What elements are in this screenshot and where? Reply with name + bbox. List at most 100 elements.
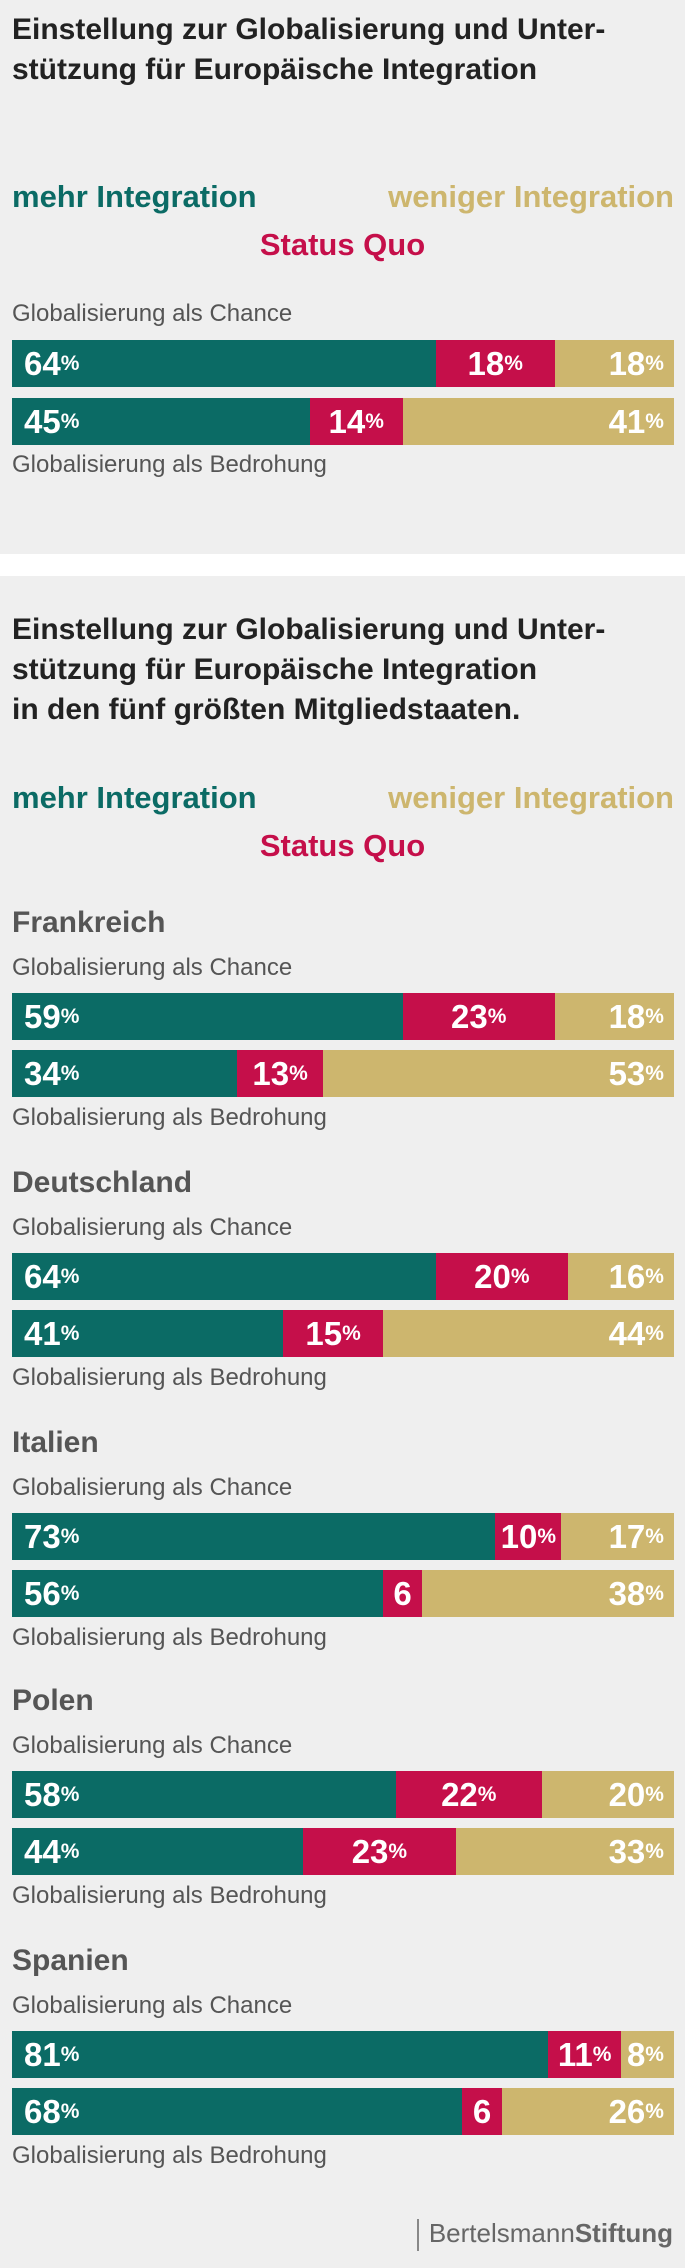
deutschland-chance-bar-status-quo-segment: 20% [435,1253,569,1300]
frankreich-chance-bar-more-integration-segment: 59% [12,993,403,1040]
value-label: 53 [608,1054,646,1092]
frankreich-threat-label: Globalisierung als Bedrohung [12,1104,327,1131]
footer-separator [416,2219,419,2252]
percent-sign: % [60,2099,80,2123]
percent-sign: % [365,409,384,433]
value-label: 11 [557,2035,593,2073]
percent-sign: % [645,1321,664,1345]
spanien-chance-label: Globalisierung als Chance [12,1992,293,2019]
chart1-chance-bar-less-integration-segment: 18% [554,340,674,387]
deutschland-chance-bar: 64% 20% 16% [12,1253,674,1300]
italien-threat-label: Globalisierung als Bedrohung [12,1624,327,1651]
value-label: 41 [608,402,646,440]
value-label: 33 [608,1832,646,1870]
value-label: 6 [393,1574,412,1612]
percent-sign: % [60,409,80,433]
italien-threat-bar-less-integration-segment: 38% [422,1570,674,1617]
legend-status-quo: Status Quo [259,227,426,262]
percent-sign: % [645,1061,664,1085]
chart2-title: Einstellung zur Globalisierung und Unter… [12,610,605,730]
percent-sign: % [645,351,664,375]
deutschland-chance-label: Globalisierung als Chance [12,1214,293,1241]
spanien-threat-bar-status-quo-segment: 6 [462,2088,502,2135]
value-label: 81 [24,2035,61,2073]
country-spanien: Spanien [12,1944,129,1977]
percent-sign: % [60,2042,80,2066]
country-frankreich: Frankreich [12,906,166,939]
percent-sign: % [645,2042,664,2066]
value-label: 41 [24,1314,61,1352]
chart1-threat-bar-more-integration-segment: 45% [12,398,310,445]
spanien-threat-bar-more-integration-segment: 68% [12,2088,463,2135]
polen-threat-bar-more-integration-segment: 44% [12,1828,304,1875]
legend2-more-integration: mehr Integration [12,780,257,815]
value-label: 73 [24,1517,61,1555]
value-label: 23 [451,997,488,1035]
polen-chance-bar-less-integration-segment: 20% [541,1771,674,1818]
frankreich-chance-label: Globalisierung als Chance [12,954,293,981]
spanien-chance-bar-less-integration-segment: 8% [621,2031,674,2078]
section-divider [0,554,685,576]
chart1-title-line2: stützung für Europäische Integration [12,53,538,86]
percent-sign: % [60,1321,80,1345]
polen-threat-bar-status-quo-segment: 23% [303,1828,456,1875]
legend-less-integration: weniger Integration [388,179,674,214]
value-label: 18 [608,997,646,1035]
chart2-title-line3: in den fünf größten Mitgliedstaaten. [12,693,521,726]
value-label: 18 [467,344,505,382]
chart2-title-line2: stützung für Europäische Integration [12,653,538,686]
value-label: 15 [305,1314,343,1352]
percent-sign: % [60,1061,80,1085]
value-label: 58 [24,1775,61,1813]
frankreich-chance-bar-less-integration-segment: 18% [554,993,674,1040]
polen-threat-label: Globalisierung als Bedrohung [12,1882,327,1909]
deutschland-threat-bar-more-integration-segment: 41% [12,1310,284,1357]
chart1-threat-bar-less-integration-segment: 41% [402,398,674,445]
percent-sign: % [645,1264,664,1288]
polen-chance-bar-more-integration-segment: 58% [12,1771,396,1818]
deutschland-threat-label: Globalisierung als Bedrohung [12,1364,327,1391]
chart1-threat-bar: 45% 14% 41% [12,398,674,445]
polen-chance-label: Globalisierung als Chance [12,1732,293,1759]
deutschland-threat-bar: 41% 15% 44% [12,1310,674,1357]
chance-label: Globalisierung als Chance [12,300,293,327]
value-label: 23 [351,1832,389,1870]
frankreich-chance-bar-status-quo-segment: 23% [402,993,555,1040]
frankreich-threat-bar: 34% 13% 53% [12,1050,674,1097]
value-label: 13 [252,1054,290,1092]
percent-sign: % [645,1581,664,1605]
value-label: 44 [24,1832,61,1870]
percent-sign: % [645,2099,664,2123]
percent-sign: % [645,409,664,433]
deutschland-threat-bar-less-integration-segment: 44% [382,1310,674,1357]
percent-sign: % [60,1839,80,1863]
value-label: 8 [626,2035,646,2073]
italien-chance-bar: 73% 10% 17% [12,1513,674,1560]
frankreich-threat-bar-more-integration-segment: 34% [12,1050,238,1097]
italien-threat-bar-status-quo-segment: 6 [382,1570,423,1617]
chart1-title: Einstellung zur Globalisierung und Unter… [12,10,605,90]
italien-chance-bar-less-integration-segment: 17% [561,1513,674,1560]
country-deutschland: Deutschland [12,1166,193,1199]
polen-chance-bar: 58% 22% 20% [12,1771,674,1818]
percent-sign: % [537,1524,557,1548]
value-label: 16 [608,1257,646,1295]
percent-sign: % [60,1264,80,1288]
value-label: 64 [24,1257,61,1295]
spanien-chance-bar-status-quo-segment: 11% [548,2031,622,2078]
percent-sign: % [60,1581,80,1605]
frankreich-threat-bar-status-quo-segment: 13% [237,1050,324,1097]
frankreich-chance-bar: 59% 23% 18% [12,993,674,1040]
percent-sign: % [645,1524,664,1548]
value-label: 20 [608,1775,646,1813]
value-label: 45 [24,402,61,440]
value-label: 6 [472,2092,492,2130]
chart1-chance-bar-status-quo-segment: 18% [435,340,555,387]
frankreich-threat-bar-less-integration-segment: 53% [323,1050,674,1097]
italien-threat-bar: 56% 6 38% [12,1570,674,1617]
percent-sign: % [645,1839,664,1863]
polen-chance-bar-status-quo-segment: 22% [395,1771,542,1818]
chart2-title-line1: Einstellung zur Globalisierung und Unter… [12,613,606,646]
chart1-chance-bar-more-integration-segment: 64% [12,340,436,387]
chart1-title-line1: Einstellung zur Globalisierung und Unter… [12,13,606,46]
